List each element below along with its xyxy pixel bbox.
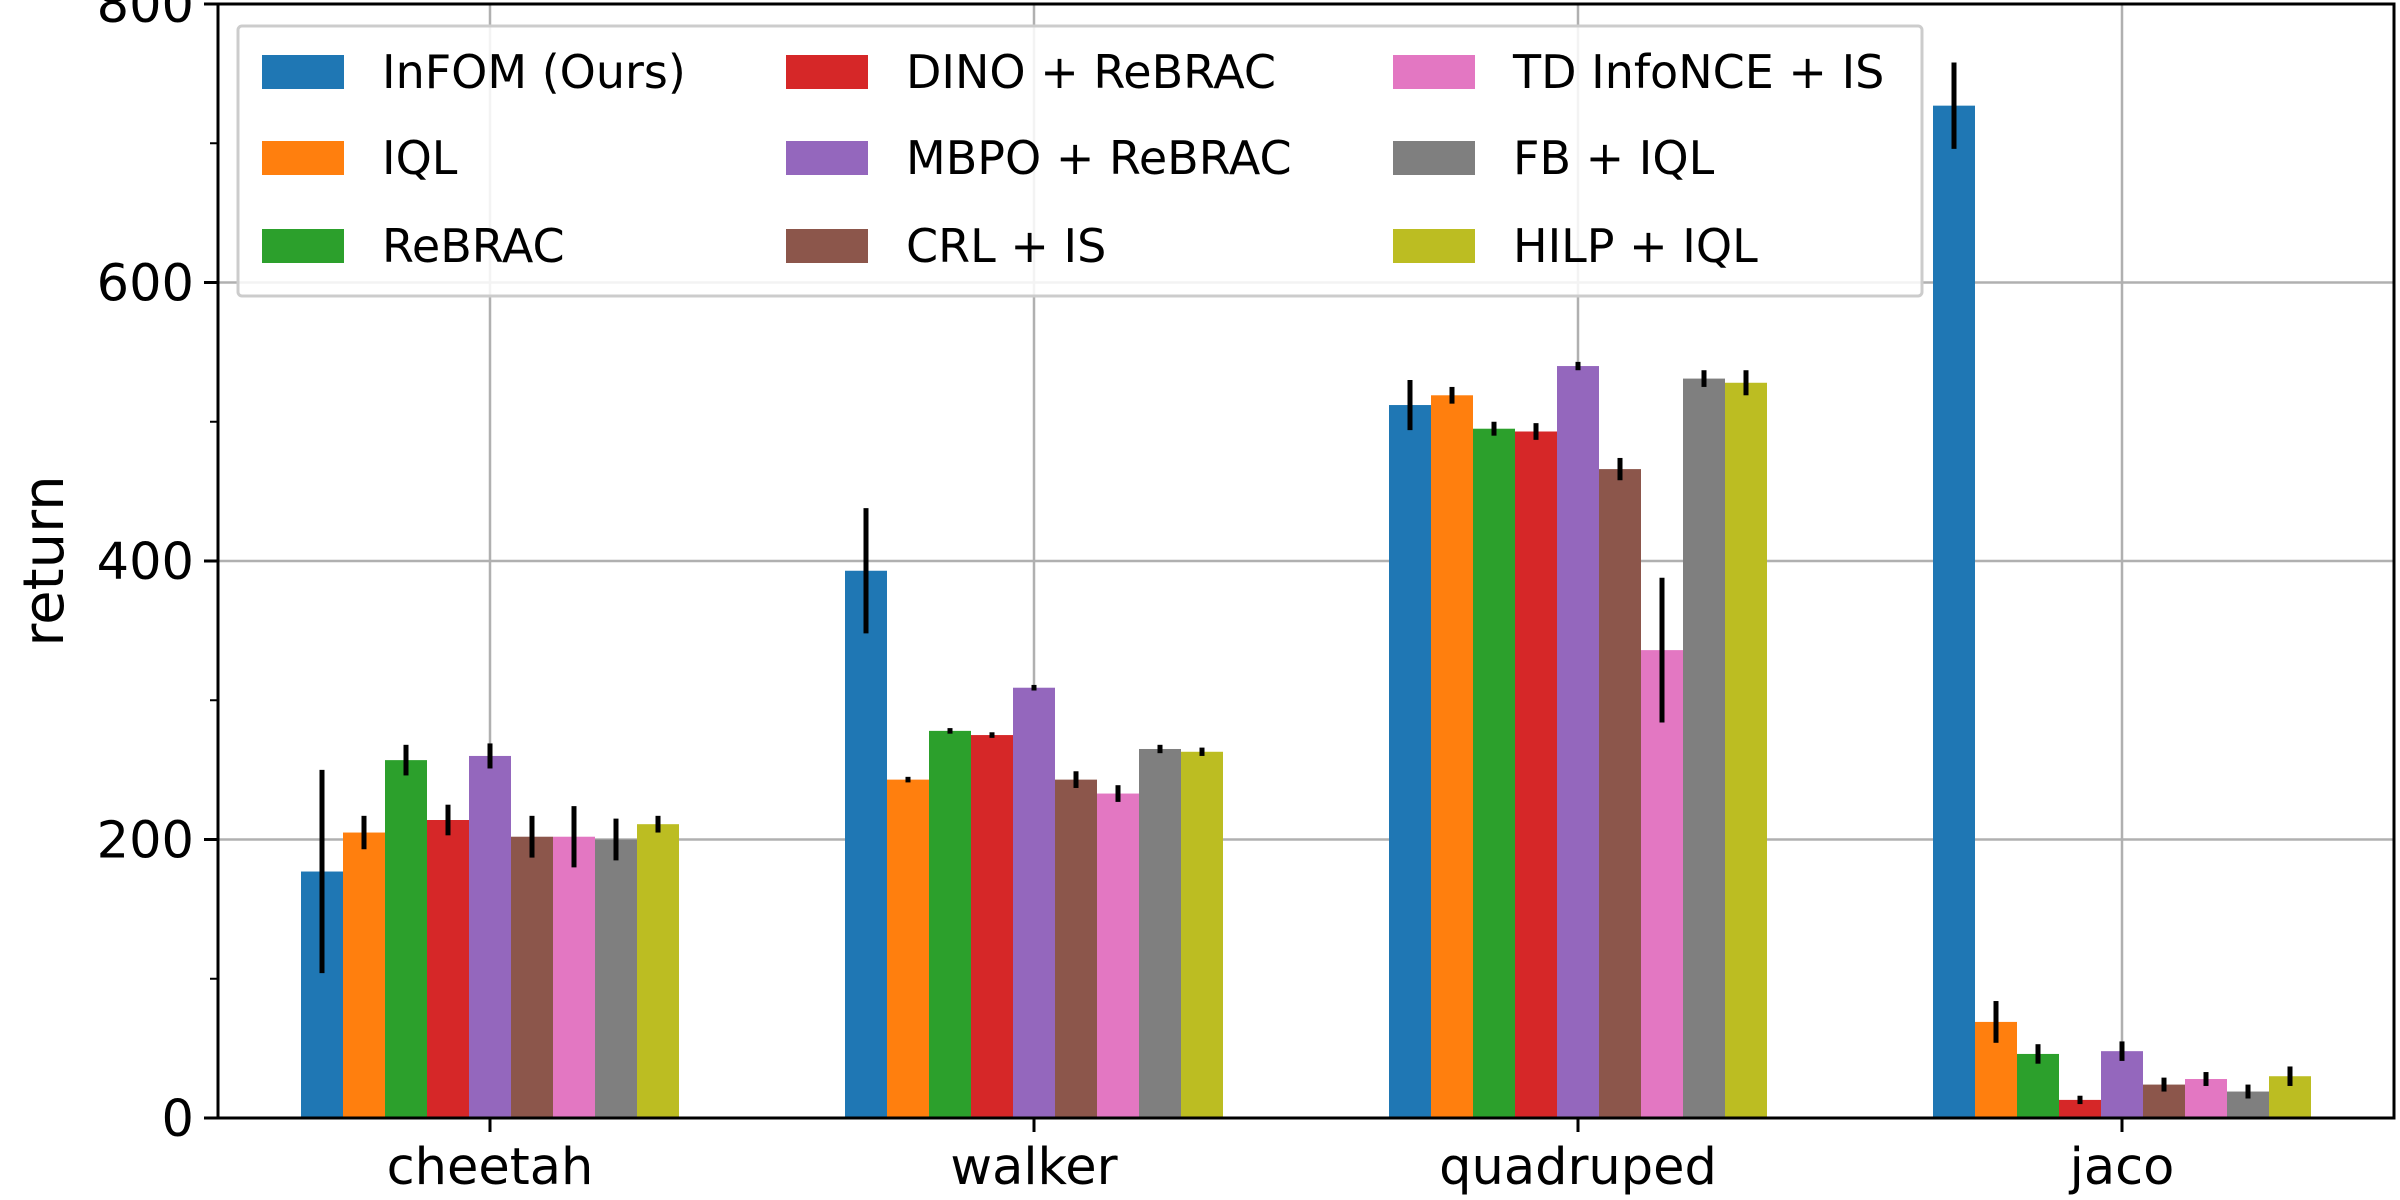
- x-tick-label: walker: [950, 1138, 1117, 1197]
- y-tick-label: 800: [97, 0, 194, 35]
- error-bars: [319, 62, 2293, 1105]
- x-tick-label: jaco: [2069, 1138, 2175, 1197]
- bar: [385, 760, 427, 1118]
- bar: [1097, 793, 1139, 1118]
- legend-swatch: [1393, 141, 1475, 175]
- bar: [1683, 378, 1725, 1118]
- bar: [971, 735, 1013, 1118]
- y-tick-label: 600: [97, 255, 194, 314]
- legend-swatch: [1393, 229, 1475, 263]
- bar: [1431, 395, 1473, 1119]
- legend-swatch: [262, 141, 344, 175]
- y-tick-label: 200: [97, 812, 194, 871]
- y-tick-label: 0: [162, 1090, 194, 1149]
- bar: [1473, 428, 1515, 1118]
- legend-label: IQL: [382, 131, 458, 185]
- bar: [1139, 748, 1181, 1118]
- legend-label: FB + IQL: [1513, 131, 1715, 185]
- axis-ticks: 0 200 400 600 800 cheetah walker quadruped jaco: [97, 0, 2175, 1197]
- legend-swatch: [262, 229, 344, 263]
- legend-swatch: [262, 55, 344, 89]
- bar: [2101, 1051, 2143, 1118]
- legend-swatch: [1393, 55, 1475, 89]
- legend-swatch: [786, 141, 868, 175]
- bar: [1557, 366, 1599, 1118]
- bar: [511, 836, 553, 1118]
- legend-label: HILP + IQL: [1513, 219, 1758, 273]
- bar: [1641, 650, 1683, 1118]
- legend-label: TD InfoNCE + IS: [1512, 45, 1884, 99]
- legend-label: CRL + IS: [906, 219, 1106, 273]
- bar: [1599, 469, 1641, 1119]
- legend: InFOM (Ours) IQL ReBRAC DINO + ReBRAC MBPO +…: [236, 24, 1924, 298]
- bar: [1933, 105, 1975, 1119]
- x-tick-label: quadruped: [1439, 1138, 1717, 1197]
- x-tick-label: cheetah: [387, 1138, 594, 1197]
- bar: [1515, 431, 1557, 1118]
- legend-swatch: [786, 55, 868, 89]
- y-axis-label: return: [12, 475, 77, 646]
- legend-label: MBPO + ReBRAC: [906, 131, 1292, 185]
- bar: [427, 820, 469, 1118]
- bar: [2017, 1053, 2059, 1118]
- bar: [1725, 382, 1767, 1118]
- bar: [469, 755, 511, 1118]
- bar: [929, 730, 971, 1118]
- bar: [595, 839, 637, 1118]
- legend-label: DINO + ReBRAC: [906, 45, 1276, 99]
- y-tick-label: 400: [97, 533, 194, 592]
- bar: [1181, 751, 1223, 1118]
- bar: [2059, 1099, 2101, 1118]
- bar: [637, 824, 679, 1118]
- legend-label: InFOM (Ours): [382, 45, 686, 99]
- bar: [887, 779, 929, 1118]
- bar: [1013, 687, 1055, 1118]
- legend-label: ReBRAC: [382, 219, 565, 273]
- bar: [1055, 779, 1097, 1118]
- bar: [845, 570, 887, 1118]
- bar: [553, 836, 595, 1118]
- legend-box: [236, 24, 1924, 298]
- bar: [1389, 405, 1431, 1118]
- bar: [343, 832, 385, 1118]
- legend-swatch: [786, 229, 868, 263]
- bars: [301, 105, 2311, 1119]
